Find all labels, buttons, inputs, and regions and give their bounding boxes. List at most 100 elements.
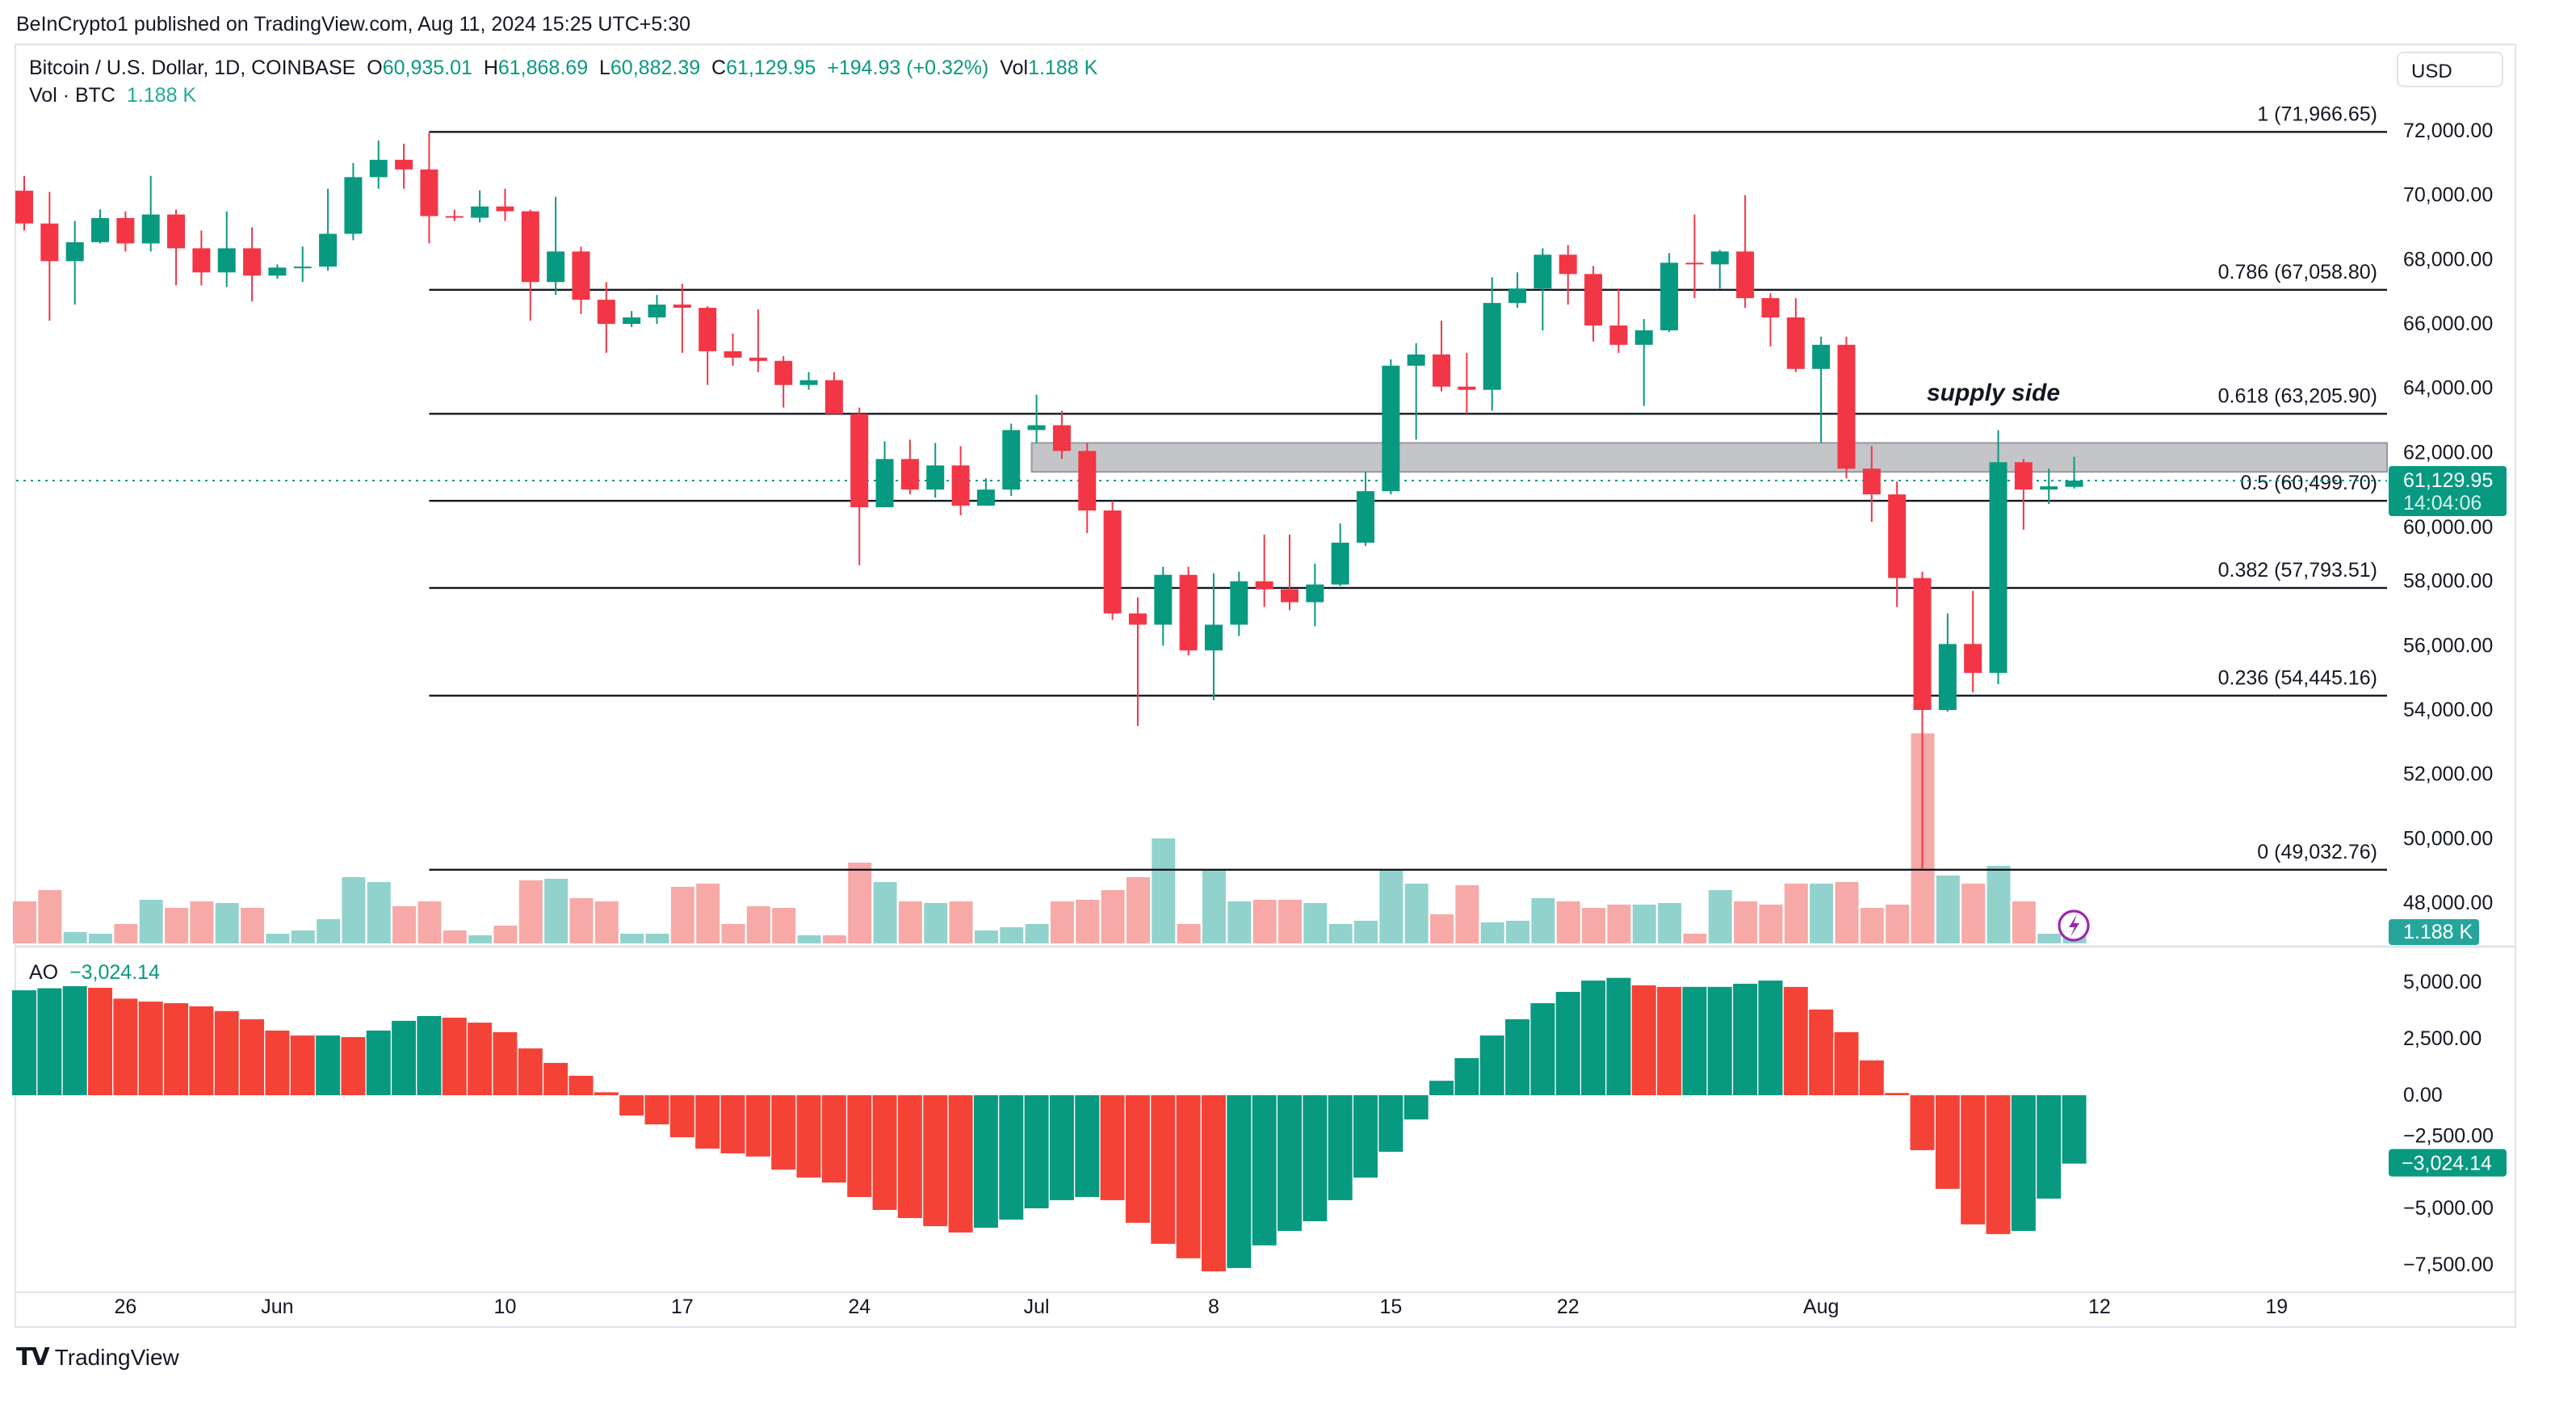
ao-bar: [1809, 1009, 1834, 1095]
price-axis-tick: 50,000.00: [2403, 827, 2493, 850]
volume-bar: [1480, 922, 1504, 943]
ao-axis-tick: 0.00: [2403, 1084, 2443, 1107]
volume-bar: [518, 880, 543, 943]
volume-bar: [1607, 905, 1631, 943]
volume-bar: [1734, 901, 1758, 943]
candle-body: [40, 223, 59, 262]
date-axis-tick: Jun: [261, 1296, 293, 1318]
candle-body: [15, 191, 33, 224]
date-axis-tick: 24: [848, 1296, 871, 1318]
candle-body: [1559, 254, 1577, 275]
candle-body: [673, 304, 691, 309]
price-axis-tick: 64,000.00: [2403, 377, 2493, 400]
volume-bar: [190, 901, 214, 943]
volume-bar: [1404, 884, 1429, 943]
ao-bar: [821, 1095, 846, 1183]
candle-body: [951, 465, 970, 506]
candle-body: [1913, 578, 1932, 710]
ao-bar: [316, 1035, 341, 1095]
volume-bar: [1328, 924, 1353, 943]
volume-bar: [342, 877, 366, 943]
ao-bar: [240, 1018, 265, 1095]
ao-bar: [948, 1095, 973, 1233]
ao-bar: [290, 1035, 315, 1095]
candle-body: [1938, 644, 1957, 710]
ao-bar: [2062, 1095, 2087, 1164]
volume-bar: [696, 884, 720, 943]
volume-badge-value: 1.188 K: [2403, 921, 2473, 943]
chart-frame: [15, 44, 2516, 1328]
candle-body: [1128, 613, 1147, 625]
volume-bar: [1379, 869, 1403, 943]
candle-body: [1078, 451, 1097, 511]
ao-bar: [1961, 1095, 1986, 1224]
candle-body: [91, 217, 110, 242]
volume-legend[interactable]: Vol · BTC 1.188 K: [29, 84, 196, 107]
ao-legend[interactable]: AO −3,024.14: [29, 961, 160, 984]
candle-body: [1027, 425, 1046, 430]
tradingview-logo[interactable]: 𝗧𝗩 TradingView: [16, 1342, 179, 1371]
price-axis-tick: 62,000.00: [2403, 441, 2493, 464]
currency-button[interactable]: USD: [2397, 52, 2503, 87]
volume-bar: [1202, 869, 1226, 943]
candle-body: [1964, 644, 1982, 674]
ao-bar: [973, 1095, 998, 1228]
volume-bar: [873, 882, 897, 943]
candle-body: [521, 211, 539, 283]
candle-body: [799, 380, 818, 385]
volume-bar: [645, 934, 669, 943]
volume-bar: [266, 934, 290, 943]
fib-level-label: 0.618 (63,205.90): [2218, 384, 2377, 407]
candle-body: [1786, 317, 1805, 369]
ao-bar: [1859, 1060, 1884, 1095]
candle-body: [496, 206, 514, 212]
candle-body: [1357, 491, 1375, 543]
candle-body: [1812, 344, 1831, 369]
ao-bar: [1454, 1058, 1479, 1095]
volume-bar: [1303, 903, 1328, 943]
ao-bar: [1024, 1095, 1049, 1208]
volume-series-value: 1.188 K: [126, 84, 197, 107]
date-axis-tick: 8: [1208, 1296, 1219, 1318]
volume-bar: [89, 934, 113, 943]
ao-bar: [1758, 981, 1783, 1095]
volume-bar: [1050, 901, 1074, 943]
volume-bar: [1101, 890, 1125, 943]
candle-body: [445, 216, 464, 218]
ao-bar: [1657, 986, 1682, 1095]
candle-body: [192, 248, 211, 273]
price-axis-tick: 66,000.00: [2403, 313, 2493, 335]
symbol-name: Bitcoin / U.S. Dollar, 1D, COINBASE: [29, 57, 356, 79]
candle-body: [243, 248, 262, 276]
volume-bar: [291, 930, 315, 943]
date-axis-tick: 19: [2265, 1296, 2288, 1318]
candle-body: [900, 459, 919, 490]
candle-body: [319, 233, 338, 267]
candle-body: [824, 380, 843, 414]
candle-body: [268, 267, 287, 276]
ao-bar: [1151, 1095, 1176, 1244]
candle-body: [167, 214, 186, 249]
ao-bar: [2037, 1095, 2062, 1199]
volume-bar: [493, 926, 518, 943]
volume-bar: [1961, 884, 1986, 943]
ao-bar: [720, 1095, 745, 1153]
ao-axis-tick: 2,500.00: [2403, 1027, 2482, 1050]
ao-badge-value: −3,024.14: [2402, 1153, 2492, 1175]
date-axis-tick: 22: [1557, 1296, 1580, 1318]
volume-bar: [569, 898, 594, 943]
ao-bar: [341, 1037, 366, 1095]
price-axis-tick: 58,000.00: [2403, 570, 2493, 593]
volume-bar: [1177, 924, 1201, 943]
volume-bar: [1683, 934, 1707, 943]
volume-bar: [1430, 914, 1454, 943]
candle-body: [648, 304, 666, 318]
ao-bar: [897, 1095, 922, 1219]
price-axis-tick: 48,000.00: [2403, 892, 2493, 914]
candle-body: [1888, 494, 1907, 578]
ao-bar: [1935, 1095, 1960, 1189]
symbol-legend[interactable]: Bitcoin / U.S. Dollar, 1D, COINBASE O60,…: [29, 57, 1097, 79]
price-axis-tick: 72,000.00: [2403, 120, 2493, 142]
